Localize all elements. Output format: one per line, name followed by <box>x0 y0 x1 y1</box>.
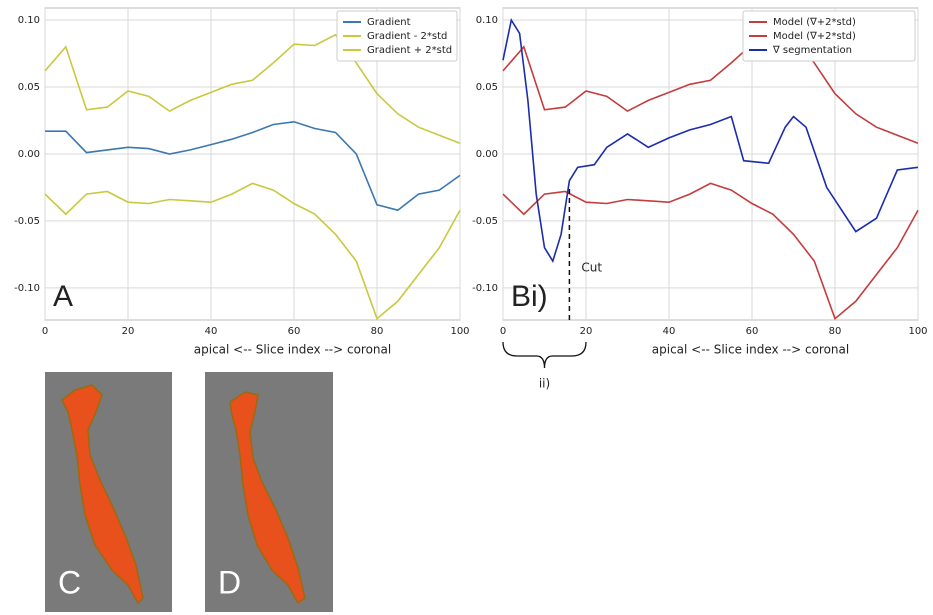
tissue-render <box>61 384 144 605</box>
x-tick-label: 0 <box>42 326 48 337</box>
render-c: C <box>45 372 172 612</box>
x-axis-label: apical <-- Slice index --> coronal <box>652 343 849 357</box>
series-line <box>502 33 919 144</box>
y-tick-label: 0.05 <box>18 82 40 93</box>
annotation: Cut <box>581 261 602 275</box>
x-tick-label: 80 <box>829 326 842 337</box>
x-axis-label: apical <-- Slice index --> coronal <box>194 343 391 357</box>
tissue-render <box>229 391 306 605</box>
y-tick-label: 0.00 <box>18 149 40 160</box>
x-tick-label: 60 <box>288 326 301 337</box>
chart: 0.10 0.05 0.00 -0.05 -0.10 0 20 40 60 80 100 apical… <box>472 7 928 391</box>
series-line <box>44 182 461 321</box>
series-line <box>502 182 919 321</box>
y-tick-label: 0.10 <box>476 15 498 26</box>
legend-box <box>336 10 458 62</box>
series-line <box>45 120 461 212</box>
render-background <box>205 372 333 612</box>
x-tick-label: 20 <box>122 326 135 337</box>
x-tick-label: 0 <box>500 326 506 337</box>
panel-label: D <box>218 564 241 600</box>
brace-label: ii) <box>539 377 550 391</box>
legend-label: Model (∇+2*std) <box>773 31 856 42</box>
x-tick-label: 40 <box>205 326 218 337</box>
y-tick-label: -0.10 <box>472 283 498 294</box>
series-line <box>502 17 919 264</box>
x-tick-label: 80 <box>371 326 384 337</box>
render-background <box>45 372 172 612</box>
panel-label: Bi) <box>511 280 548 313</box>
legend-label: ∇ segmentation <box>772 45 852 56</box>
legend-label: Gradient - 2*std <box>367 31 447 42</box>
panel-label: C <box>58 564 81 600</box>
legend-label: Gradient <box>367 17 411 28</box>
legend-box <box>742 10 916 62</box>
y-tick-label: -0.05 <box>14 216 40 227</box>
y-tick-label: 0.05 <box>476 82 498 93</box>
y-tick-label: 0.00 <box>476 149 498 160</box>
brace <box>502 341 587 369</box>
legend-label: Model (∇+2*std) <box>773 17 856 28</box>
panel-label: A <box>53 280 73 313</box>
y-tick-label: 0.10 <box>18 15 40 26</box>
series-line <box>44 33 461 144</box>
chart: 0.10 0.05 0.00 -0.05 -0.10 0 20 40 60 80 100 apical… <box>14 7 470 357</box>
y-tick-label: -0.10 <box>14 283 40 294</box>
x-tick-label: 40 <box>663 326 676 337</box>
legend-label: Gradient + 2*std <box>367 45 452 56</box>
render-d: D <box>205 372 333 612</box>
x-tick-label: 20 <box>580 326 593 337</box>
x-tick-label: 100 <box>908 326 927 337</box>
x-tick-label: 100 <box>450 326 469 337</box>
y-tick-label: -0.05 <box>472 216 498 227</box>
x-tick-label: 60 <box>746 326 759 337</box>
